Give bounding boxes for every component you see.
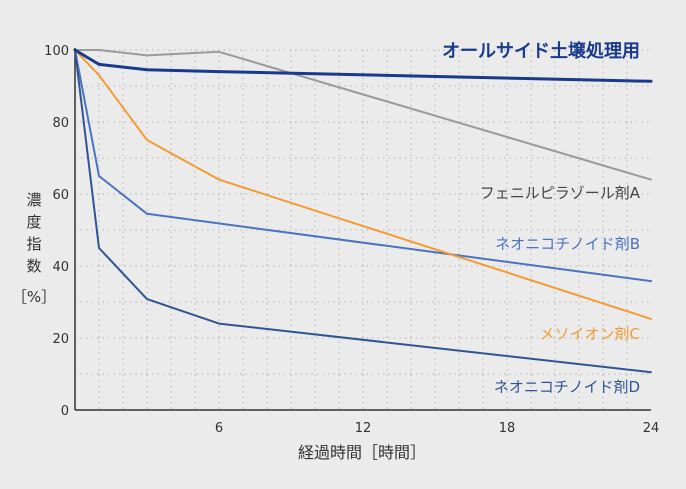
y-axis-label: 濃 度 指 数 ［%］ xyxy=(12,191,56,306)
series xyxy=(73,48,653,374)
y-axis-label-char-3: 数 xyxy=(26,257,41,275)
x-axis-label: 経過時間［時間］ xyxy=(298,443,426,462)
series-label-3: メソイオン剤C xyxy=(540,325,640,343)
y-tick-label: 80 xyxy=(52,116,69,131)
x-tick-label: 6 xyxy=(215,421,223,436)
series-label-0: オールサイド土壌処理用 xyxy=(442,40,640,62)
y-tick-label: 20 xyxy=(52,332,69,347)
y-tick-label: 40 xyxy=(52,260,69,275)
y-tick-label: 60 xyxy=(52,188,69,203)
x-tick-label: 12 xyxy=(355,421,372,436)
x-tick-label: 24 xyxy=(643,421,660,436)
y-axis-label-char-2: 指 xyxy=(26,235,41,253)
y-axis-label-char-0: 濃 xyxy=(26,191,41,209)
series-line-3 xyxy=(74,49,652,320)
y-tick-label: 0 xyxy=(61,404,69,419)
series-line-0 xyxy=(73,48,653,83)
series-label-4: ネオニコチノイド剤D xyxy=(494,378,640,396)
series-label-2: ネオニコチノイド剤B xyxy=(495,235,640,253)
y-axis-label-char-1: 度 xyxy=(26,213,41,231)
axes: 0 20 40 60 80 100 6 12 18 24 xyxy=(44,44,659,436)
y-tick-label: 100 xyxy=(44,44,69,59)
series-line-1 xyxy=(74,49,652,181)
series-label-1: フェニルピラゾール剤A xyxy=(480,184,641,202)
x-tick-label: 18 xyxy=(499,421,516,436)
series-line-4 xyxy=(74,49,652,374)
grid xyxy=(75,49,651,410)
series-line-2 xyxy=(74,49,652,283)
y-axis-label-unit: ［%］ xyxy=(12,288,56,306)
